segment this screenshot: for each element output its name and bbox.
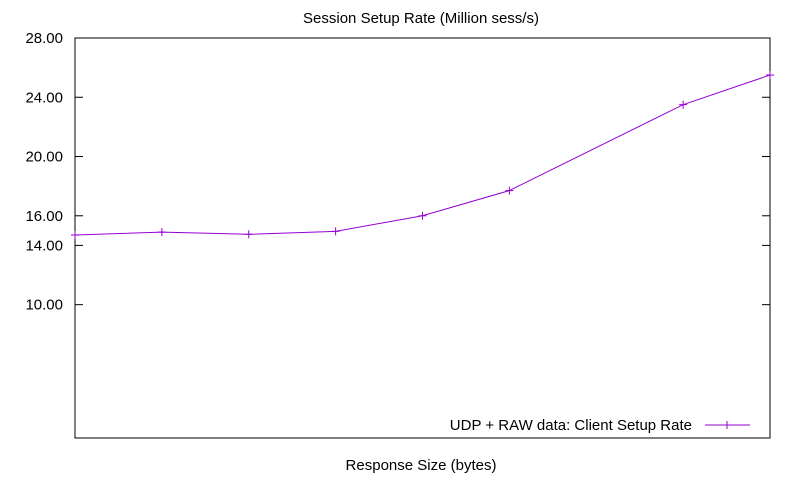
data-point xyxy=(71,231,79,240)
data-point xyxy=(244,230,253,239)
y-axis: 10.00 14.00 16.00 20.00 24.00 28.00 xyxy=(25,30,770,314)
plot-frame xyxy=(74,37,771,439)
legend-label: UDP + RAW data: Client Setup Rate xyxy=(450,417,692,434)
legend-marker xyxy=(723,421,731,429)
y-tick-label: 20.00 xyxy=(25,149,63,166)
y-tick-label: 16.00 xyxy=(25,208,63,225)
data-point xyxy=(679,100,688,109)
x-axis-label: Response Size (bytes) xyxy=(346,457,497,474)
series-line xyxy=(74,74,771,236)
data-point xyxy=(505,186,514,195)
data-point xyxy=(766,71,774,80)
y-tick-label: 24.00 xyxy=(25,89,63,106)
chart-title: Session Setup Rate (Million sess/s) xyxy=(303,10,539,27)
y-tick-label: 10.00 xyxy=(25,297,63,314)
series-layer xyxy=(71,71,774,240)
data-point xyxy=(157,228,166,237)
data-point xyxy=(418,211,427,220)
legend: UDP + RAW data: Client Setup Rate xyxy=(450,417,750,434)
data-point xyxy=(331,227,340,236)
y-tick-label: 28.00 xyxy=(25,30,63,47)
y-tick-label: 14.00 xyxy=(25,237,63,254)
